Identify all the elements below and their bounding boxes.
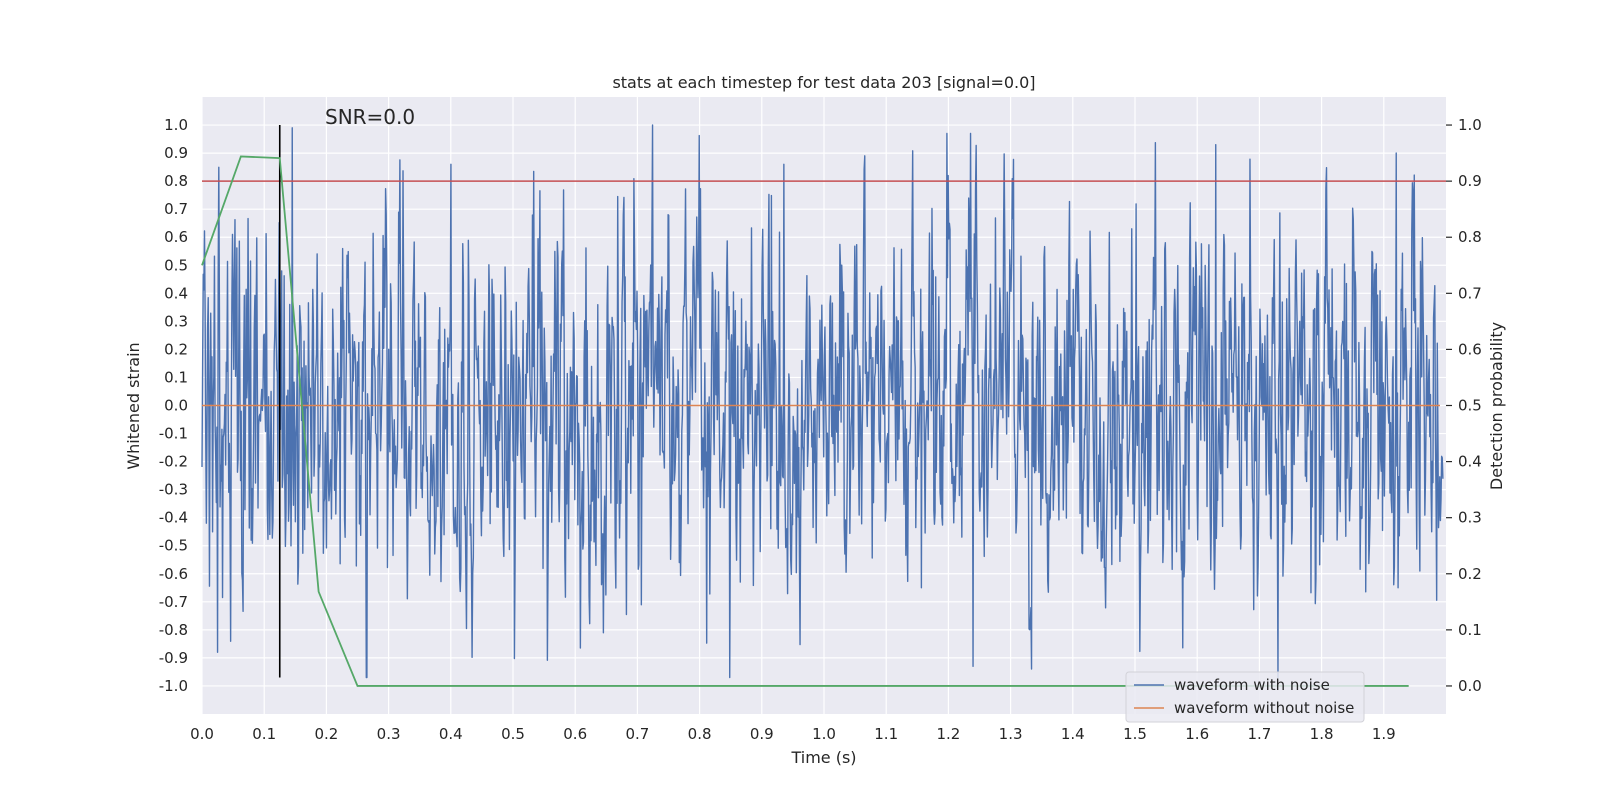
legend-label-noise: waveform with noise — [1174, 676, 1330, 694]
x-tick-label: 0.2 — [314, 725, 338, 743]
y-tick-label: -0.1 — [159, 425, 188, 443]
y-tick-label: -0.9 — [159, 649, 188, 667]
y-tick-label: -0.6 — [159, 565, 188, 583]
y2-tick-label: 0.9 — [1458, 172, 1482, 190]
y-tick-label: -1.0 — [159, 677, 188, 695]
y-tick-label: -0.8 — [159, 621, 188, 639]
y-axis-ticks: 1.0 0.9 0.8 0.7 0.6 0.5 0.4 0.3 0.2 0.1 0.0 -0.1 -0.… — [159, 116, 188, 695]
y2-tick-label: 0.5 — [1458, 397, 1482, 415]
y2-tick-label: 0.3 — [1458, 509, 1482, 527]
x-tick-label: 1.0 — [812, 725, 836, 743]
plot-lines — [201, 124, 1446, 687]
x-tick-label: 1.3 — [999, 725, 1023, 743]
x-tick-label: 0.9 — [750, 725, 774, 743]
y-tick-label: -0.7 — [159, 593, 188, 611]
x-tick-label: 0.0 — [190, 725, 214, 743]
legend-box — [1125, 671, 1365, 723]
x-axis-ticks: 0.0 0.1 0.2 0.3 0.4 0.5 0.6 0.7 0.8 0.9 1.0 1.1 1.2 1… — [190, 725, 1396, 743]
y2-axis-ticks: 1.0 0.9 0.8 0.7 0.6 0.5 0.4 0.3 0.2 0.1 0.0 — [1446, 116, 1482, 695]
y-tick-label: 0.7 — [164, 200, 188, 218]
y2-tick-label: 0.4 — [1458, 453, 1482, 471]
x-tick-label: 1.7 — [1247, 725, 1271, 743]
x-tick-label: 1.9 — [1372, 725, 1396, 743]
y2-tick-label: 0.8 — [1458, 228, 1482, 246]
x-tick-label: 0.1 — [252, 725, 276, 743]
x-tick-label: 0.8 — [688, 725, 712, 743]
y2-tick-label: 0.1 — [1458, 621, 1482, 639]
y-tick-label: -0.5 — [159, 537, 188, 555]
y-tick-label: 0.1 — [164, 368, 188, 386]
y-tick-label: -0.3 — [159, 481, 188, 499]
y2-tick-label: 0.0 — [1458, 677, 1482, 695]
x-tick-label: 1.5 — [1123, 725, 1147, 743]
x-tick-label: 0.3 — [377, 725, 401, 743]
series-detection-probability — [201, 155, 1409, 687]
y-tick-label: 0.8 — [164, 172, 188, 190]
y-tick-label: 0.0 — [164, 397, 188, 415]
y-tick-label: 1.0 — [164, 116, 188, 134]
x-tick-label: 0.7 — [625, 725, 649, 743]
y-tick-label: 0.3 — [164, 312, 188, 330]
x-tick-label: 1.6 — [1185, 725, 1209, 743]
snr-annotation: SNR=0.0 — [325, 105, 415, 129]
x-tick-label: 1.2 — [936, 725, 960, 743]
x-tick-label: 0.6 — [563, 725, 587, 743]
chart-title: stats at each timestep for test data 203… — [612, 73, 1035, 92]
legend: waveform with noise waveform without noi… — [1125, 671, 1365, 723]
y-tick-label: -0.4 — [159, 509, 188, 527]
y2-axis-label: Detection probability — [1487, 322, 1506, 490]
y-tick-label: 0.2 — [164, 340, 188, 358]
x-tick-label: 1.4 — [1061, 725, 1085, 743]
y-tick-label: 0.9 — [164, 144, 188, 162]
y-tick-label: -0.2 — [159, 453, 188, 471]
y-tick-label: 0.5 — [164, 256, 188, 274]
y2-tick-label: 1.0 — [1458, 116, 1482, 134]
y-tick-label: 0.6 — [164, 228, 188, 246]
y-tick-label: 0.4 — [164, 284, 188, 302]
y2-tick-label: 0.2 — [1458, 565, 1482, 583]
y2-tick-label: 0.6 — [1458, 340, 1482, 358]
x-tick-label: 1.1 — [874, 725, 898, 743]
x-tick-label: 1.8 — [1310, 725, 1334, 743]
legend-label-clean: waveform without noise — [1174, 699, 1354, 717]
x-tick-label: 0.5 — [501, 725, 525, 743]
y-axis-label: Whitened strain — [124, 342, 143, 469]
x-axis-label: Time (s) — [790, 748, 856, 767]
y2-tick-label: 0.7 — [1458, 284, 1482, 302]
x-tick-label: 0.4 — [439, 725, 463, 743]
series-waveform-with-noise — [201, 124, 1444, 679]
